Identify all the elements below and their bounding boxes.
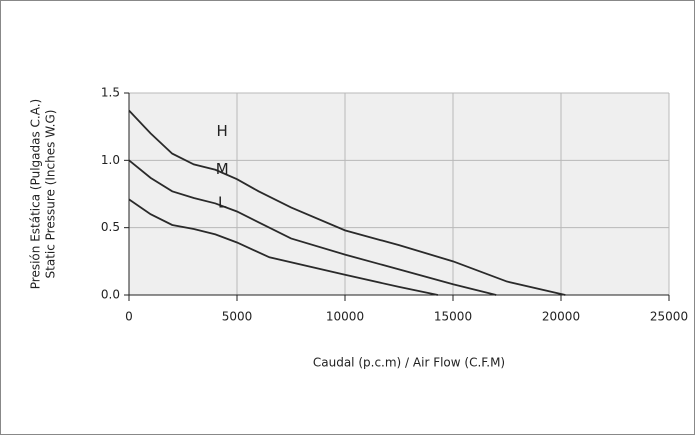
y-tick-label: 1.5 (101, 86, 120, 100)
x-tick-label: 0 (125, 310, 133, 324)
y-axis-title: Presión Estática (Pulgadas C.A.) Static … (29, 99, 58, 289)
x-tick-label: 5000 (222, 310, 253, 324)
y-tick-label: 0.0 (101, 288, 120, 302)
plot-area (129, 93, 669, 295)
y-tick-label: 1.0 (101, 153, 120, 167)
x-tick-label: 20000 (542, 310, 580, 324)
curve (128, 109, 566, 296)
x-axis-title: Caudal (p.c.m) / Air Flow (C.F.M) (313, 356, 505, 370)
y-axis-title-line: Presión Estática (Pulgadas C.A.) (29, 99, 43, 289)
x-tick-label: 10000 (326, 310, 364, 324)
curve (128, 198, 439, 296)
x-tick-label: 25000 (650, 310, 688, 324)
curve-label: L (218, 193, 227, 211)
curve (128, 159, 497, 296)
curve-label: H (217, 122, 228, 140)
y-axis-title-line: Static Pressure (Inches W.G) (44, 110, 58, 279)
curve-label: M (216, 160, 229, 178)
x-tick-label: 15000 (434, 310, 472, 324)
y-tick-label: 0.5 (101, 220, 120, 234)
